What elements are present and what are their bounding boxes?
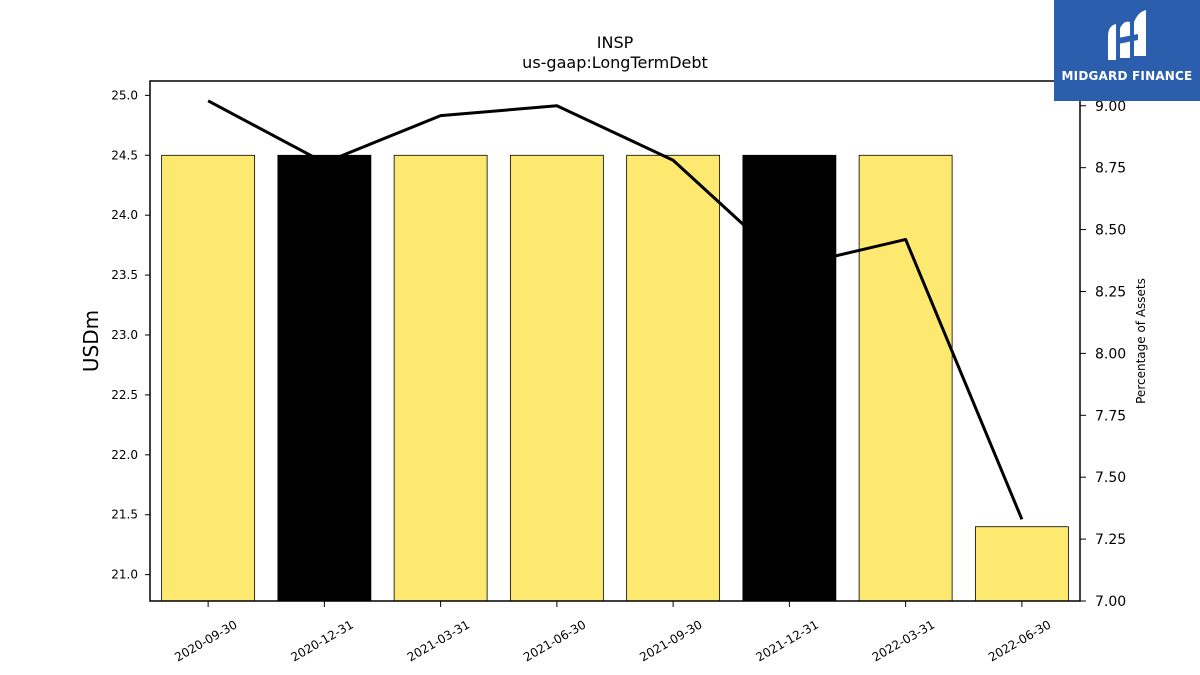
right-tick-label: 9.00 <box>1095 99 1126 115</box>
x-tick-label: 2020-09-30 <box>172 617 239 664</box>
left-tick-label: 21.5 <box>111 508 138 522</box>
bar-2021-06-30 <box>509 154 604 602</box>
chart-title: INSP <box>597 33 634 52</box>
left-tick-label: 24.5 <box>111 148 138 162</box>
x-tick-label: 2021-06-30 <box>521 617 588 664</box>
left-tick-label: 22.5 <box>111 388 138 402</box>
bar-2020-12-31 <box>277 154 372 602</box>
right-tick-label: 7.75 <box>1095 408 1126 424</box>
x-tick-label: 2022-06-30 <box>986 617 1053 664</box>
right-tick-label: 7.25 <box>1095 532 1126 548</box>
left-tick-label: 24.0 <box>111 208 138 222</box>
logo-text: MIDGARD FINANCE <box>1061 69 1193 83</box>
percentage-line <box>207 99 1024 520</box>
chart-subtitle: us-gaap:LongTermDebt <box>522 53 708 72</box>
left-tick-label: 21.0 <box>111 568 138 582</box>
bar-2020-09-30 <box>161 154 256 602</box>
x-tick-label: 2022-03-31 <box>870 617 937 664</box>
brand-logo: MIDGARD FINANCE <box>1054 0 1200 101</box>
x-tick-label: 2021-12-31 <box>753 617 820 664</box>
left-tick-label: 23.0 <box>111 328 138 342</box>
y2-axis-label: Percentage of Assets <box>1134 278 1148 404</box>
x-axis-ticks: 2020-09-30 2020-12-31 2021-03-31 2021-06-30… <box>172 601 1053 664</box>
right-tick-label: 8.75 <box>1095 161 1126 177</box>
logo-mark-icon <box>1108 10 1146 60</box>
right-tick-label: 7.00 <box>1095 594 1126 610</box>
bar-2022-03-31 <box>858 154 953 602</box>
right-tick-label: 8.25 <box>1095 284 1126 300</box>
bar-2021-03-31 <box>393 154 488 602</box>
bar-2021-12-31 <box>742 154 837 602</box>
x-tick-label: 2020-12-31 <box>288 617 355 664</box>
x-tick-label: 2021-09-30 <box>637 617 704 664</box>
left-tick-label: 25.0 <box>111 88 138 102</box>
bar-2021-09-30 <box>626 154 721 602</box>
line-layer <box>207 99 1024 520</box>
right-tick-label: 7.50 <box>1095 470 1126 486</box>
right-tick-label: 8.00 <box>1095 346 1126 362</box>
right-axis-ticks: 7.00 7.25 7.50 7.75 8.00 8.25 8.50 8.75 9.00 <box>1080 99 1126 610</box>
bars-layer <box>161 154 1069 602</box>
left-tick-label: 22.0 <box>111 448 138 462</box>
y-axis-label: USDm <box>79 310 103 372</box>
left-tick-label: 23.5 <box>111 268 138 282</box>
plot-frame <box>149 80 1081 602</box>
bar-2022-06-30 <box>974 526 1069 602</box>
right-tick-label: 8.50 <box>1095 223 1126 239</box>
x-tick-label: 2021-03-31 <box>405 617 472 664</box>
left-axis-ticks: 21.0 21.5 22.0 22.5 23.0 23.5 24.0 24.5 25.0 <box>111 88 150 582</box>
